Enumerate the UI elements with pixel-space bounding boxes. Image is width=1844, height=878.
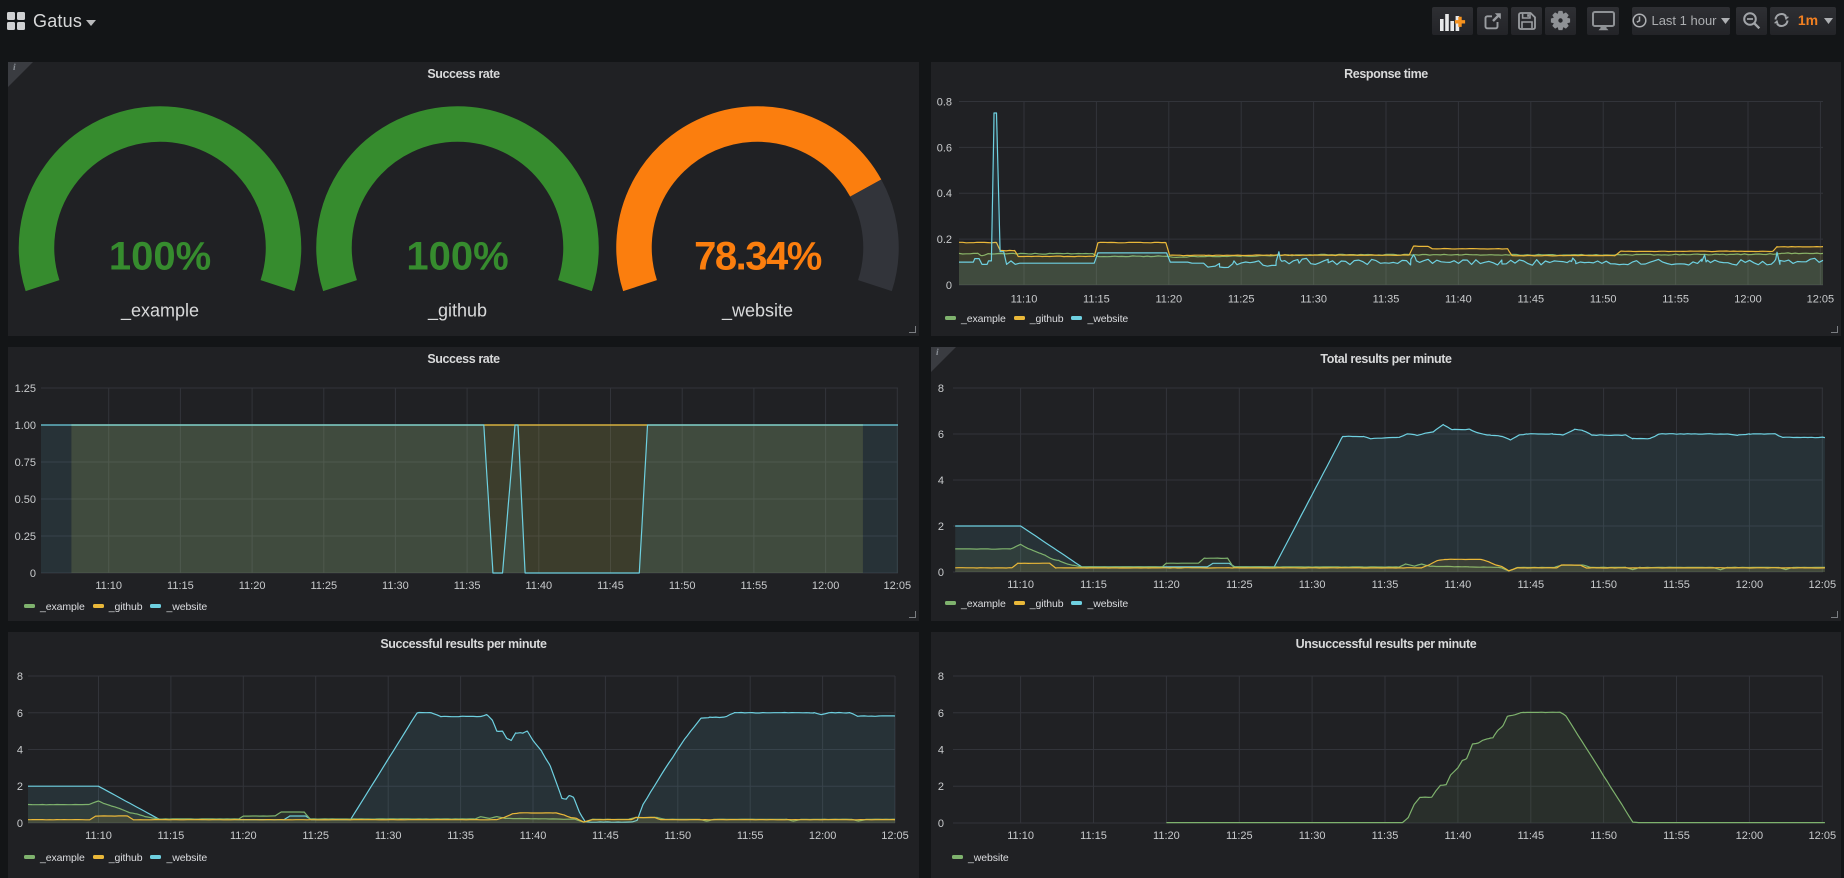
svg-text:11:20: 11:20 [1153,830,1180,842]
svg-text:11:10: 11:10 [85,830,112,842]
svg-text:11:30: 11:30 [1299,579,1326,591]
svg-text:0: 0 [938,818,944,830]
svg-text:11:35: 11:35 [1372,579,1399,591]
svg-text:12:05: 12:05 [1809,830,1837,842]
svg-text:11:50: 11:50 [1590,579,1617,591]
svg-text:11:50: 11:50 [1590,294,1617,306]
svg-text:11:45: 11:45 [597,580,624,592]
svg-text:11:25: 11:25 [1228,294,1255,306]
svg-text:78.34%: 78.34% [694,235,822,279]
svg-text:4: 4 [938,745,944,757]
svg-text:11:45: 11:45 [592,830,619,842]
svg-text:11:55: 11:55 [741,580,768,592]
svg-text:11:45: 11:45 [1517,830,1544,842]
svg-text:1.00: 1.00 [15,420,36,432]
svg-text:0: 0 [938,567,944,579]
svg-text:11:50: 11:50 [664,830,691,842]
svg-text:0: 0 [30,568,36,580]
svg-text:12:05: 12:05 [881,830,909,842]
svg-text:11:10: 11:10 [95,580,122,592]
svg-text:12:05: 12:05 [1809,579,1837,591]
svg-text:0.8: 0.8 [937,97,952,109]
svg-text:11:20: 11:20 [230,830,257,842]
svg-text:2: 2 [938,521,944,533]
svg-text:11:55: 11:55 [737,830,764,842]
svg-text:6: 6 [938,708,944,720]
svg-text:8: 8 [938,671,944,683]
svg-text:11:25: 11:25 [1226,579,1253,591]
svg-text:11:15: 11:15 [167,580,194,592]
svg-text:11:35: 11:35 [454,580,481,592]
svg-text:11:30: 11:30 [1299,830,1326,842]
svg-text:11:35: 11:35 [447,830,474,842]
svg-text:11:15: 11:15 [1080,830,1107,842]
svg-text:11:20: 11:20 [1155,294,1182,306]
svg-text:11:45: 11:45 [1517,579,1544,591]
svg-text:11:15: 11:15 [158,830,185,842]
svg-text:2: 2 [17,781,23,793]
svg-text:_example: _example [120,301,199,322]
svg-text:1.25: 1.25 [15,383,36,395]
svg-text:100%: 100% [109,235,211,279]
svg-text:100%: 100% [406,235,508,279]
svg-text:_github: _github [427,301,487,322]
svg-text:11:25: 11:25 [1226,830,1253,842]
svg-text:11:40: 11:40 [1445,830,1472,842]
svg-text:11:55: 11:55 [1663,830,1690,842]
svg-text:0.50: 0.50 [15,494,36,506]
svg-text:11:10: 11:10 [1007,579,1034,591]
svg-text:12:00: 12:00 [1736,579,1764,591]
svg-text:11:35: 11:35 [1372,830,1399,842]
svg-text:2: 2 [938,781,944,793]
svg-text:0.2: 0.2 [937,234,952,246]
svg-text:8: 8 [938,383,944,395]
svg-text:_website: _website [721,301,793,322]
svg-text:11:55: 11:55 [1662,294,1689,306]
svg-text:0.6: 0.6 [937,142,952,154]
svg-text:11:15: 11:15 [1080,579,1107,591]
svg-text:11:30: 11:30 [382,580,409,592]
svg-text:11:35: 11:35 [1373,294,1400,306]
svg-text:12:00: 12:00 [809,830,837,842]
svg-text:0.25: 0.25 [15,531,36,543]
svg-text:11:30: 11:30 [375,830,402,842]
svg-text:11:30: 11:30 [1300,294,1327,306]
svg-text:11:45: 11:45 [1517,294,1544,306]
svg-text:4: 4 [938,475,944,487]
svg-text:11:40: 11:40 [1445,579,1472,591]
svg-text:12:05: 12:05 [884,580,912,592]
svg-text:0.4: 0.4 [937,188,952,200]
svg-text:0: 0 [946,280,952,292]
svg-text:8: 8 [17,671,23,683]
svg-text:11:10: 11:10 [1007,830,1034,842]
svg-text:11:55: 11:55 [1663,579,1690,591]
svg-text:11:15: 11:15 [1083,294,1110,306]
svg-text:11:40: 11:40 [1445,294,1472,306]
svg-text:0.75: 0.75 [15,457,36,469]
svg-text:6: 6 [17,708,23,720]
svg-text:12:00: 12:00 [1734,294,1762,306]
svg-text:11:50: 11:50 [1590,830,1617,842]
svg-text:11:25: 11:25 [302,830,329,842]
svg-text:11:50: 11:50 [669,580,696,592]
svg-text:4: 4 [17,745,23,757]
svg-text:11:40: 11:40 [520,830,547,842]
svg-text:11:20: 11:20 [239,580,266,592]
svg-text:12:00: 12:00 [1736,830,1764,842]
svg-text:11:20: 11:20 [1153,579,1180,591]
svg-text:11:40: 11:40 [525,580,552,592]
svg-text:12:00: 12:00 [812,580,840,592]
svg-text:11:25: 11:25 [310,580,337,592]
svg-text:11:10: 11:10 [1011,294,1038,306]
svg-text:6: 6 [938,429,944,441]
svg-text:12:05: 12:05 [1807,294,1835,306]
svg-text:0: 0 [17,818,23,830]
